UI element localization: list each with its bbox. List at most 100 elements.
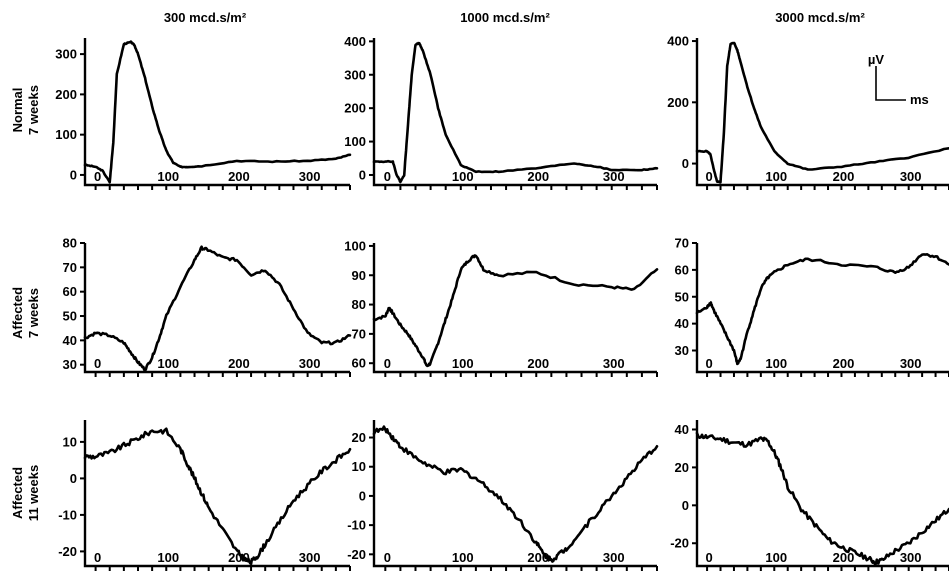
panel-3-2-y-tick-label: 0 bbox=[359, 488, 366, 503]
panel-1-2-trace-normal-7-weeks bbox=[372, 41, 659, 184]
panel-1-3-y-tick-label: 400 bbox=[667, 34, 689, 49]
panel-3-3-x-tick-label: 300 bbox=[900, 550, 922, 565]
row-labels: Normal 7 weeks Affected 7 weeks Affected… bbox=[10, 85, 41, 521]
panel-3-1-x-tick-label: 0 bbox=[94, 550, 101, 565]
panel-2-2-y-tick-label: 90 bbox=[352, 268, 366, 283]
row-label-affected-7wk-line2: 7 weeks bbox=[26, 288, 41, 338]
panel-3-3-trace-affected-11-weeks bbox=[695, 431, 949, 566]
panel-2-3-x-tick-label: 200 bbox=[833, 356, 855, 371]
panel-3-3-axes bbox=[695, 420, 949, 568]
panel-2-1-y-tick-label: 70 bbox=[63, 260, 77, 275]
panel-3-1-y-tick-label: -20 bbox=[58, 544, 77, 559]
panel-1-2-y-tick-label: 0 bbox=[359, 167, 366, 182]
scale-bar-lines bbox=[875, 66, 906, 101]
panel-1-1-x-tick-label: 200 bbox=[228, 169, 250, 184]
panel-3-3-x-tick-label: 200 bbox=[833, 550, 855, 565]
panel-3-2-y-tick-label: 10 bbox=[352, 459, 366, 474]
panel-1-3-x-tick-label: 200 bbox=[833, 169, 855, 184]
panel-1-3-x-tick-label: 0 bbox=[705, 169, 712, 184]
panel-3-1-y-tick-label: 10 bbox=[63, 434, 77, 449]
panel-2-1-y-tick-label: 40 bbox=[63, 333, 77, 348]
panel-2-1-x-tick-label: 200 bbox=[228, 356, 250, 371]
panel-1-1-x-tick-label: 0 bbox=[94, 169, 101, 184]
panel-2-3-trace-affected-7-weeks bbox=[695, 253, 949, 366]
row-label-affected-11wk-line1: Affected bbox=[10, 467, 25, 519]
panel-2-2-y-tick-label: 60 bbox=[352, 356, 366, 371]
panel-2-3-y-tick-label: 50 bbox=[675, 289, 689, 304]
panel-3-3-x-tick-label: 0 bbox=[705, 550, 712, 565]
panel-3-3-y-tick-label: 0 bbox=[682, 498, 689, 513]
column-title-300: 300 mcd.s/m² bbox=[164, 10, 247, 25]
panel-1-3: 0 100 200 300 0 200 400 bbox=[667, 34, 949, 190]
panel-1-3-y-tick-label: 200 bbox=[667, 95, 689, 110]
panel-3-3-y-tick-label: 20 bbox=[675, 460, 689, 475]
panel-1-3-trace-normal-7-weeks bbox=[695, 41, 949, 184]
row-label-normal-7wk-line1: Normal bbox=[10, 88, 25, 133]
scale-bar: µV ms bbox=[868, 52, 929, 107]
panel-2-2-y-tick-label: 70 bbox=[352, 326, 366, 341]
panel-2-1-trace-affected-7-weeks bbox=[83, 245, 352, 372]
panel-1-1-trace-normal-7-weeks bbox=[83, 40, 352, 184]
panel-3-3-y-tick-label: 40 bbox=[675, 422, 689, 437]
panel-2-2-axes bbox=[372, 243, 657, 374]
row-label-affected-7wk-line1: Affected bbox=[10, 287, 25, 339]
panel-2-3-x-tick-label: 0 bbox=[705, 356, 712, 371]
panel-2-3-x-tick-label: 300 bbox=[900, 356, 922, 371]
scale-bar-x-unit: ms bbox=[910, 92, 929, 107]
panel-1-1-y-tick-label: 100 bbox=[55, 127, 77, 142]
panel-2-2-x-tick-label: 300 bbox=[603, 356, 625, 371]
panel-1-2-axes bbox=[372, 38, 657, 187]
row-label-affected-11wk-line2: 11 weeks bbox=[26, 465, 41, 521]
panel-2-3-y-tick-label: 60 bbox=[675, 262, 689, 277]
panel-3-2-axes bbox=[372, 420, 657, 568]
panel-3-1-y-tick-label: -10 bbox=[58, 507, 77, 522]
panel-1-1-y-tick-label: 200 bbox=[55, 87, 77, 102]
panel-2-1-axes bbox=[83, 243, 350, 374]
column-title-3000: 3000 mcd.s/m² bbox=[775, 10, 865, 25]
panel-1-3-y-tick-label: 0 bbox=[682, 156, 689, 171]
panel-1-3-x-tick-label: 300 bbox=[900, 169, 922, 184]
panel-1-2-x-tick-label: 300 bbox=[603, 169, 625, 184]
panel-1-2-x-tick-label: 200 bbox=[527, 169, 549, 184]
panel-1-3-axes bbox=[695, 38, 949, 187]
panel-3-2-y-tick-label: -20 bbox=[347, 547, 366, 562]
panel-3-2-y-tick-label: 20 bbox=[352, 430, 366, 445]
panel-3-1-trace-affected-11-weeks bbox=[83, 427, 352, 566]
panel-3-2-y-tick-label: -10 bbox=[347, 518, 366, 533]
panel-3-2-x-tick-label: 300 bbox=[603, 550, 625, 565]
column-titles: 300 mcd.s/m² 1000 mcd.s/m² 3000 mcd.s/m² bbox=[164, 10, 866, 25]
panel-1-2-y-tick-label: 400 bbox=[344, 34, 366, 49]
panel-2-1-y-tick-label: 50 bbox=[63, 309, 77, 324]
panel-1-1-x-tick-label: 100 bbox=[157, 169, 179, 184]
panel-2-3-y-tick-label: 70 bbox=[675, 236, 689, 251]
panel-2-1-y-tick-label: 60 bbox=[63, 284, 77, 299]
panel-1-2: 0 100 200 300 0 100 200 300 400 bbox=[344, 34, 659, 190]
panel-1-1-x-tick-label: 300 bbox=[299, 169, 321, 184]
panel-2-1-y-tick-label: 30 bbox=[63, 357, 77, 372]
panel-2-3-y-tick-label: 40 bbox=[675, 316, 689, 331]
panel-2-3: 0 100 200 300 30 40 50 60 70 bbox=[675, 236, 949, 377]
panel-2-3-y-tick-label: 30 bbox=[675, 343, 689, 358]
panel-1-2-y-tick-label: 300 bbox=[344, 67, 366, 82]
row-label-normal-7wk-line2: 7 weeks bbox=[26, 85, 41, 135]
panel-1-3-x-tick-label: 100 bbox=[765, 169, 787, 184]
panel-3-1-x-tick-label: 100 bbox=[157, 550, 179, 565]
panel-1-1: 0 100 200 300 0 100 200 300 bbox=[55, 38, 352, 190]
panel-3-1-y-tick-label: 0 bbox=[70, 471, 77, 486]
panel-2-2-y-tick-label: 100 bbox=[344, 238, 366, 253]
panel-2-3-x-tick-label: 100 bbox=[765, 356, 787, 371]
panel-3-2-trace-affected-11-weeks bbox=[372, 425, 659, 563]
panel-3-3-y-tick-label: -20 bbox=[670, 536, 689, 551]
panel-3-2-x-tick-label: 100 bbox=[452, 550, 474, 565]
panel-2-1: 0 100 200 300 30 40 50 60 70 80 bbox=[63, 236, 352, 377]
panel-3-1-x-tick-label: 200 bbox=[228, 550, 250, 565]
panel-1-2-y-tick-label: 100 bbox=[344, 134, 366, 149]
panel-2-2-x-tick-label: 0 bbox=[384, 356, 391, 371]
panel-2-2-x-tick-label: 200 bbox=[527, 356, 549, 371]
panel-3-1-x-tick-label: 300 bbox=[299, 550, 321, 565]
panel-1-1-y-tick-label: 0 bbox=[70, 167, 77, 182]
panel-2-1-x-tick-label: 300 bbox=[299, 356, 321, 371]
